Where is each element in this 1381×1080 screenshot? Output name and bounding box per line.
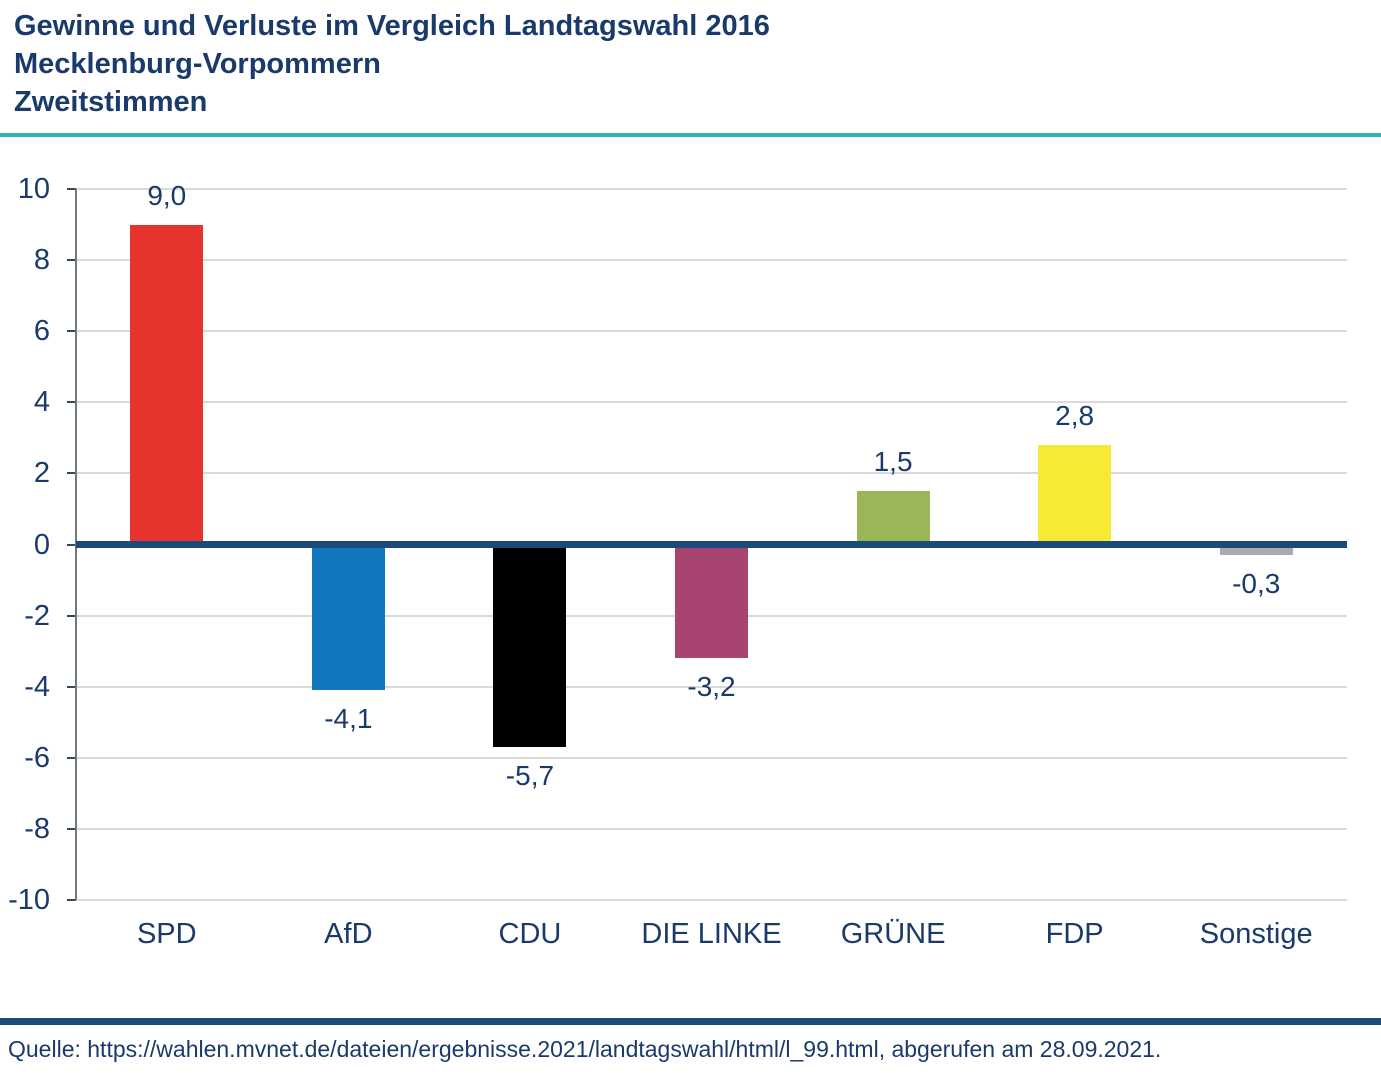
chart-title-line-1: Gewinne und Verluste im Vergleich Landta… xyxy=(14,10,770,42)
value-label-spd: 9,0 xyxy=(147,179,187,211)
category-label-spd: SPD xyxy=(136,918,197,950)
y-axis-tick-label: -8 xyxy=(24,812,50,845)
y-axis-tick xyxy=(67,472,76,475)
bar-fdp xyxy=(1038,445,1112,545)
value-label-sonstige: -0,3 xyxy=(1232,568,1281,600)
chart-title-line-2: Mecklenburg-Vorpommern xyxy=(14,48,381,80)
bar-die-linke xyxy=(675,544,748,659)
y-gridline xyxy=(76,330,1347,333)
y-gridline xyxy=(76,188,1347,191)
y-axis-tick xyxy=(67,685,76,688)
header-divider-line xyxy=(0,133,1381,137)
y-axis-tick xyxy=(67,259,76,262)
y-axis-tick xyxy=(67,401,76,404)
y-axis-tick-label: -2 xyxy=(24,599,50,632)
y-gridline xyxy=(76,472,1347,475)
footer-divider-line xyxy=(0,1018,1381,1025)
y-gridline xyxy=(76,756,1347,759)
y-axis-tick-label: 8 xyxy=(33,244,50,277)
y-gridline xyxy=(76,685,1347,688)
category-label-afd: AfD xyxy=(324,918,373,950)
category-label-gr-ne: GRÜNE xyxy=(840,918,946,950)
y-gridline xyxy=(76,259,1347,262)
y-axis-tick xyxy=(67,543,76,546)
value-label-die-linke: -3,2 xyxy=(687,671,736,703)
y-axis-tick-label: 10 xyxy=(17,173,50,206)
y-axis-tick xyxy=(67,827,76,830)
bar-sonstige xyxy=(1219,544,1293,556)
value-label-gr-ne: 1,5 xyxy=(873,446,913,478)
y-axis-tick-label: -6 xyxy=(24,741,50,774)
zero-baseline xyxy=(76,541,1347,548)
bar-gr-ne xyxy=(856,491,930,545)
y-axis-tick-label: 2 xyxy=(33,457,50,490)
y-axis-tick-label: -10 xyxy=(8,883,50,916)
y-axis-tick-label: -4 xyxy=(24,670,50,703)
y-gridline xyxy=(76,827,1347,830)
chart-title-line-3: Zweitstimmen xyxy=(14,86,208,118)
category-label-sonstige: Sonstige xyxy=(1199,918,1313,950)
y-axis-tick xyxy=(67,330,76,333)
value-label-fdp: 2,8 xyxy=(1055,400,1095,432)
category-label-die-linke: DIE LINKE xyxy=(641,918,782,950)
y-axis-tick-label: 6 xyxy=(33,315,50,348)
value-label-cdu: -5,7 xyxy=(505,759,555,791)
y-axis-tick xyxy=(67,614,76,617)
bar-afd xyxy=(311,544,385,691)
y-axis-tick xyxy=(67,188,76,191)
category-label-fdp: FDP xyxy=(1045,918,1104,950)
source-text: Quelle: https://wahlen.mvnet.de/dateien/… xyxy=(8,1036,1162,1062)
bar-spd xyxy=(130,224,204,545)
category-label-cdu: CDU xyxy=(498,918,562,950)
value-label-afd: -4,1 xyxy=(324,703,373,735)
y-gridline xyxy=(76,898,1347,901)
y-axis-tick xyxy=(67,756,76,759)
y-axis-tick-label: 4 xyxy=(33,386,50,419)
bar-cdu xyxy=(493,544,567,747)
y-axis-tick xyxy=(67,898,76,901)
y-gridline xyxy=(76,401,1347,404)
y-axis-tick-label: 0 xyxy=(33,528,50,561)
